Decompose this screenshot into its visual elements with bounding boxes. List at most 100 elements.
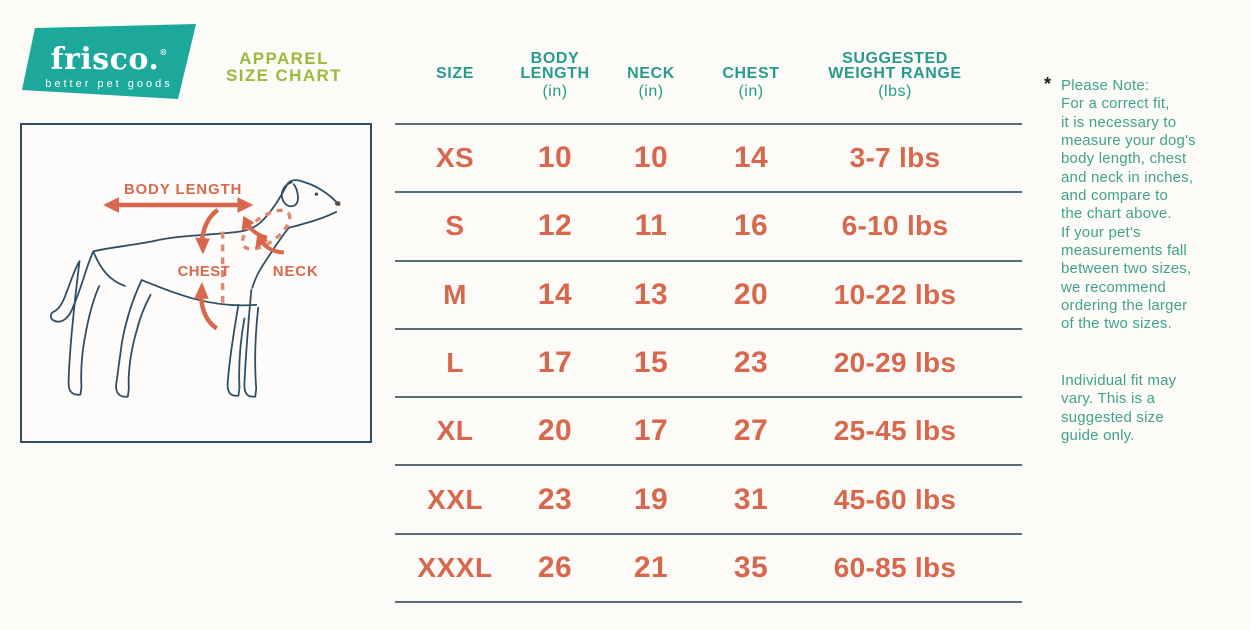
note-line: we recommend [1061,278,1166,296]
column-header-body-length: BODY LENGTH (in) [515,51,595,101]
body-length-value: 23 [537,482,573,516]
header-body-length-unit: (in) [542,83,568,100]
body-length-arrowhead-right [237,197,254,213]
weight-range-value: 20-29 lbs [833,347,957,379]
note-line: the chart above. [1061,205,1172,223]
note-paragraph-1: Please Note: For a correct fit, it is ne… [1061,77,1196,334]
neck-value: 19 [633,482,669,516]
body-length-value: 12 [537,209,573,243]
table-row-l: L 17 15 23 20-29 lbs [395,327,1022,396]
neck-value: 10 [633,141,669,175]
measurement-annotations: BODY LENGTH CHEST NECK [103,182,319,331]
note-line: and compare to [1061,187,1169,205]
chest-arc-bottom [198,294,219,331]
chest-value: 27 [733,414,769,448]
size-value: L [446,347,464,379]
note-line: of the two sizes. [1061,315,1172,333]
header-weight-line1: SUGGESTED [842,50,948,67]
neck-value: 15 [633,346,669,380]
column-header-chest: CHEST (in) [707,51,795,101]
table-row-xxl: XXL 23 19 31 45-60 lbs [395,464,1022,532]
header-weight-line2: WEIGHT RANGE [828,65,962,82]
neck-value: 17 [633,414,669,448]
table-row-xxxl: XXXL 26 21 35 60-85 lbs [395,532,1022,601]
chest-arrowhead-down [195,237,210,255]
page-title-line1: APPAREL [239,49,329,68]
neck-value: 13 [633,277,669,311]
header-neck-line2: NECK [627,65,675,82]
weight-range-value: 60-85 lbs [833,551,957,583]
weight-range-value: 25-45 lbs [833,415,957,447]
note-line: between two sizes, [1061,260,1192,278]
size-value: XXXL [417,551,493,583]
column-header-size: SIZE [395,51,515,101]
note-paragraph-2: Individual fit may vary. This is a sugge… [1061,372,1176,445]
chest-value: 16 [733,209,769,243]
neck-dashed-ellipse [240,208,292,251]
column-header-neck: NECK (in) [595,51,707,101]
page-title-line2: SIZE CHART [226,66,342,85]
size-table-header: SIZE BODY LENGTH (in) NECK (in) CHEST (i… [395,51,1022,101]
note-line: guide only. [1061,427,1135,445]
dog-outline [49,179,341,398]
chest-value: 35 [733,550,769,584]
note-line: vary. This is a [1061,390,1156,408]
note-asterisk: * [1044,74,1052,94]
header-weight-unit: (lbs) [878,83,912,100]
table-row-xs: XS 10 10 14 3-7 lbs [395,123,1022,191]
neck-label: NECK [273,264,319,280]
weight-range-value: 10-22 lbs [833,278,957,310]
header-body-length-line1: BODY [530,50,580,67]
size-value: XL [436,415,474,447]
note-line: Please Note: [1061,77,1150,94]
body-length-value: 14 [537,277,573,311]
size-value: XS [435,142,475,174]
size-value: XXL [427,483,483,515]
page-title: APPAREL SIZE CHART [203,50,365,84]
dog-measurement-diagram: BODY LENGTH CHEST NECK [20,123,372,443]
chest-arrowhead-up [194,282,209,299]
size-value: M [443,278,467,310]
logo-text: frisco. [50,41,160,77]
table-row-xl: XL 20 17 27 25-45 lbs [395,396,1022,464]
note-line: For a correct fit, [1061,95,1170,113]
note-line: suggested size [1061,408,1164,426]
body-length-value: 17 [537,346,573,380]
note-line: body length, chest [1061,150,1187,168]
neck-arrow-bottom [260,241,284,255]
neck-arrowhead-bottom [255,233,269,250]
chest-value: 23 [733,346,769,380]
table-row-s: S 12 11 16 6-10 lbs [395,191,1022,259]
neck-value: 21 [633,550,669,584]
note-line: measurements fall [1061,242,1187,260]
chest-value: 14 [733,141,769,175]
body-length-value: 10 [537,141,573,175]
neck-value: 11 [634,209,668,243]
header-chest-line2: CHEST [722,65,780,82]
registered-mark: ® [159,46,168,57]
logo-tagline: better pet goods [45,77,173,90]
header-chest-unit: (in) [738,83,764,100]
chest-label: CHEST [178,264,231,280]
size-table: XS 10 10 14 3-7 lbs S 12 11 16 6-10 lbs … [395,123,1022,604]
neck-arrowhead-top [241,215,255,232]
body-length-value: 20 [537,414,573,448]
chest-value: 31 [733,482,769,516]
header-body-length-line2: LENGTH [520,65,590,82]
note-line: If your pet's [1061,223,1141,241]
note-line: and neck in inches, [1061,168,1194,186]
weight-range-value: 3-7 lbs [849,142,941,174]
note-line: Individual fit may [1061,372,1177,389]
header-neck-unit: (in) [638,83,664,100]
body-length-label: BODY LENGTH [124,182,242,198]
frisco-logo: frisco.® better pet goods [21,24,197,100]
size-value: S [445,210,465,242]
note-line: measure your dog's [1061,132,1196,150]
chest-arc-top [199,208,220,242]
logo-wordmark: frisco.® [51,37,168,75]
table-row-m: M 14 13 20 10-22 lbs [395,259,1022,328]
dog-eye [314,192,319,196]
column-header-weight: SUGGESTED WEIGHT RANGE (lbs) [795,51,1022,101]
dog-diagram-svg: BODY LENGTH CHEST NECK [49,179,341,398]
